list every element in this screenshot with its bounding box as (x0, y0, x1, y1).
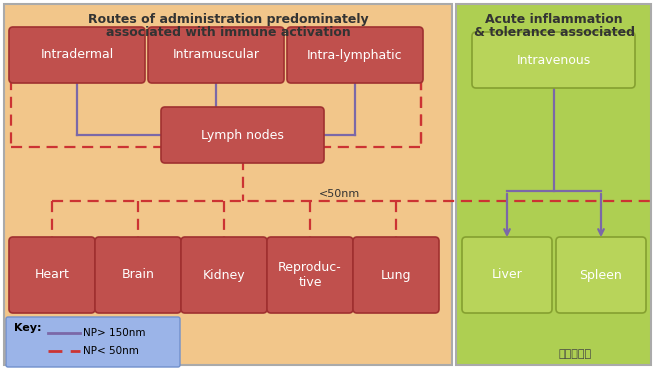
FancyBboxPatch shape (161, 107, 324, 163)
Text: Reproduc-
tive: Reproduc- tive (278, 261, 342, 289)
Text: Liver: Liver (492, 269, 523, 282)
FancyBboxPatch shape (456, 4, 651, 365)
Text: Key:: Key: (14, 323, 41, 333)
Text: <50nm: <50nm (320, 189, 361, 199)
FancyBboxPatch shape (462, 237, 552, 313)
Text: Routes of administration predominately: Routes of administration predominately (88, 13, 368, 26)
Text: Intravenous: Intravenous (516, 54, 591, 66)
FancyBboxPatch shape (9, 237, 95, 313)
Text: Intra-lymphatic: Intra-lymphatic (307, 48, 403, 62)
Text: 凯莱英药闻: 凯莱英药闻 (559, 349, 591, 359)
FancyBboxPatch shape (95, 237, 181, 313)
Text: Lung: Lung (381, 269, 411, 282)
Text: NP> 150nm: NP> 150nm (83, 328, 145, 338)
FancyBboxPatch shape (6, 317, 180, 367)
FancyBboxPatch shape (181, 237, 267, 313)
FancyBboxPatch shape (353, 237, 439, 313)
Text: Acute inflammation: Acute inflammation (485, 13, 623, 26)
FancyBboxPatch shape (9, 27, 145, 83)
FancyBboxPatch shape (4, 4, 452, 365)
Text: Heart: Heart (35, 269, 69, 282)
Text: Kidney: Kidney (202, 269, 246, 282)
Text: Brain: Brain (122, 269, 155, 282)
FancyBboxPatch shape (556, 237, 646, 313)
FancyBboxPatch shape (148, 27, 284, 83)
Text: Spleen: Spleen (580, 269, 622, 282)
Text: NP< 50nm: NP< 50nm (83, 346, 139, 356)
Text: Intradermal: Intradermal (41, 48, 113, 62)
Text: Intramuscular: Intramuscular (172, 48, 259, 62)
FancyBboxPatch shape (472, 32, 635, 88)
FancyBboxPatch shape (267, 237, 353, 313)
Text: & tolerance associated: & tolerance associated (474, 26, 635, 39)
FancyBboxPatch shape (287, 27, 423, 83)
Text: Lymph nodes: Lymph nodes (201, 128, 284, 141)
Text: associated with immune activation: associated with immune activation (105, 26, 350, 39)
